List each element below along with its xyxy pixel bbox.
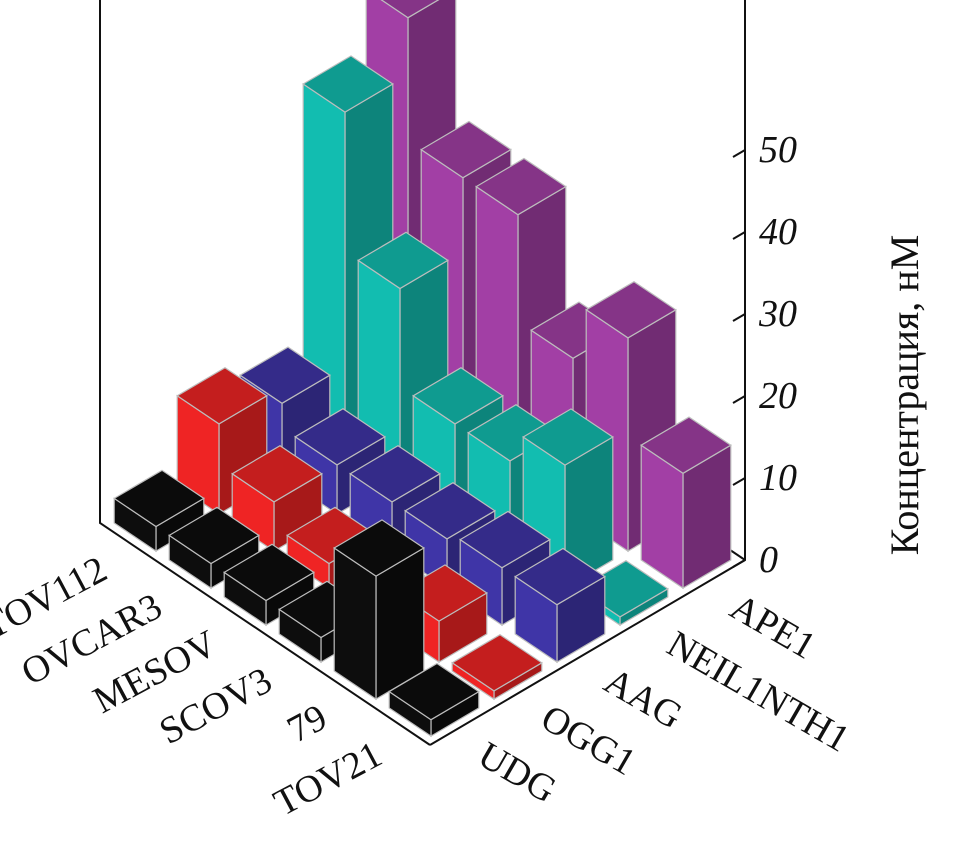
- bar-face-top: [223, 543, 315, 602]
- enzyme-label: NEIL1NTH1: [660, 623, 856, 761]
- bar-face-top: [349, 444, 441, 503]
- bar-face-top: [522, 408, 614, 466]
- bar-face-top: [451, 633, 543, 692]
- bar-face-top: [388, 662, 480, 721]
- z-axis-label: Концентрация, нМ: [882, 235, 927, 556]
- bar-face-top: [514, 547, 606, 606]
- z-tick-label: 20: [759, 375, 797, 417]
- z-tick-label: 50: [759, 129, 797, 171]
- bar-UDG-MESOV: [223, 543, 315, 627]
- z-tick-label: 30: [758, 293, 797, 335]
- bar-NEIL1NTH1-OVCAR3: [357, 231, 449, 479]
- bar-face-top: [294, 407, 386, 466]
- z-tick-mark: [732, 477, 746, 486]
- bar-UDG-OVCAR3: [168, 506, 260, 590]
- bar-AAG-TOV21: [514, 547, 606, 664]
- bar-UDG-TOV21: [388, 662, 480, 738]
- z-tick-label: 0: [759, 539, 778, 581]
- bar-UDG-TOV112: [113, 469, 205, 553]
- z-tick-mark: [732, 395, 746, 404]
- bar-face-top: [231, 444, 323, 503]
- bar-face-top: [333, 519, 425, 577]
- bar-face-top: [168, 506, 260, 565]
- z-axis-ticks: 0 10 20 30 40 50: [732, 129, 797, 581]
- bars: [113, 0, 732, 738]
- z-tick-mark: [732, 149, 746, 158]
- enzyme-label: UDG: [471, 734, 563, 812]
- cell-line-label: TOV21: [267, 733, 389, 824]
- bar-NEIL1NTH1-79: [522, 408, 614, 590]
- enzyme-label: AAG: [597, 660, 689, 738]
- bar-face-top: [420, 120, 512, 179]
- cell-line-label: 79: [280, 696, 333, 751]
- bar-face-top: [412, 366, 504, 425]
- bar-OGG1-TOV112: [176, 366, 268, 516]
- bar-face-top: [585, 280, 677, 339]
- bar-APE1-TOV21: [640, 416, 732, 590]
- bar-face-top: [239, 346, 331, 405]
- back-left-wall: [99, 0, 431, 746]
- z-tick-label: 10: [759, 457, 797, 499]
- bar-UDG-79: [333, 519, 425, 701]
- z-tick-mark: [732, 231, 746, 240]
- bar-face-top: [302, 55, 394, 113]
- z-tick-mark: [732, 313, 746, 322]
- bar-face-top: [404, 481, 496, 540]
- bar-OGG1-TOV21: [451, 633, 543, 701]
- z-tick-mark: [732, 559, 746, 568]
- bar-face-top: [380, 0, 440, 19]
- bar-face-top: [475, 157, 567, 216]
- z-tick-label: 40: [759, 211, 797, 253]
- bar-face-top: [176, 366, 268, 425]
- bar-face-top: [459, 510, 551, 569]
- bar-face-top: [640, 416, 732, 475]
- bar-face-top: [113, 469, 205, 528]
- bar-face-top: [357, 231, 449, 290]
